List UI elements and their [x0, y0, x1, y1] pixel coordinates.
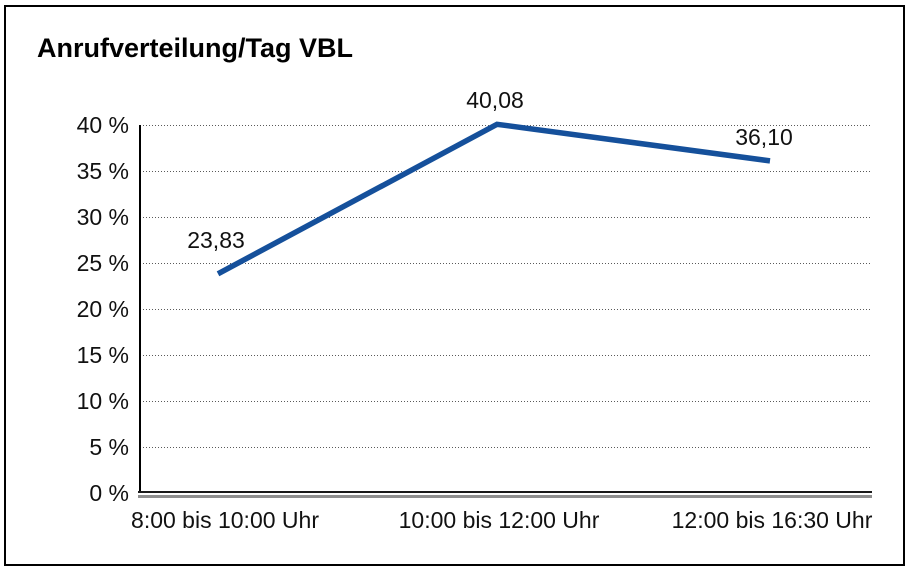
y-tick-label: 40 % [76, 112, 129, 138]
x-tick-label-2: 10:00 bis 12:00 Uhr [398, 507, 600, 533]
x-tick-label-1: 8:00 bis 10:00 Uhr [131, 507, 319, 533]
x-axis-shadow-line [138, 495, 872, 498]
x-axis-line [138, 491, 872, 493]
y-tick-label: 10 % [76, 388, 129, 414]
data-label-1: 23,83 [187, 227, 245, 253]
gridline-15 [140, 355, 871, 356]
chart-title: Anrufverteilung/Tag VBL [37, 33, 354, 63]
y-tick-label: 25 % [76, 250, 129, 276]
y-tick-label: 0 % [89, 480, 129, 506]
data-label-3: 36,10 [735, 124, 793, 150]
chart-border-frame [4, 5, 905, 566]
gridline-10 [140, 401, 871, 402]
y-tick-label: 30 % [76, 204, 129, 230]
gridline-20 [140, 309, 871, 310]
gridline-25 [140, 263, 871, 264]
data-label-2: 40,08 [466, 87, 524, 113]
y-tick-label: 35 % [76, 158, 129, 184]
line-series [216, 121, 771, 277]
y-axis-line [139, 125, 141, 493]
y-tick-label: 20 % [76, 296, 129, 322]
x-tick-label-3: 12:00 bis 16:30 Uhr [671, 507, 873, 533]
gridline-5 [140, 447, 871, 448]
y-tick-label: 5 % [89, 434, 129, 460]
gridline-35 [140, 171, 871, 172]
gridline-30 [140, 217, 871, 218]
y-tick-label: 15 % [76, 342, 129, 368]
